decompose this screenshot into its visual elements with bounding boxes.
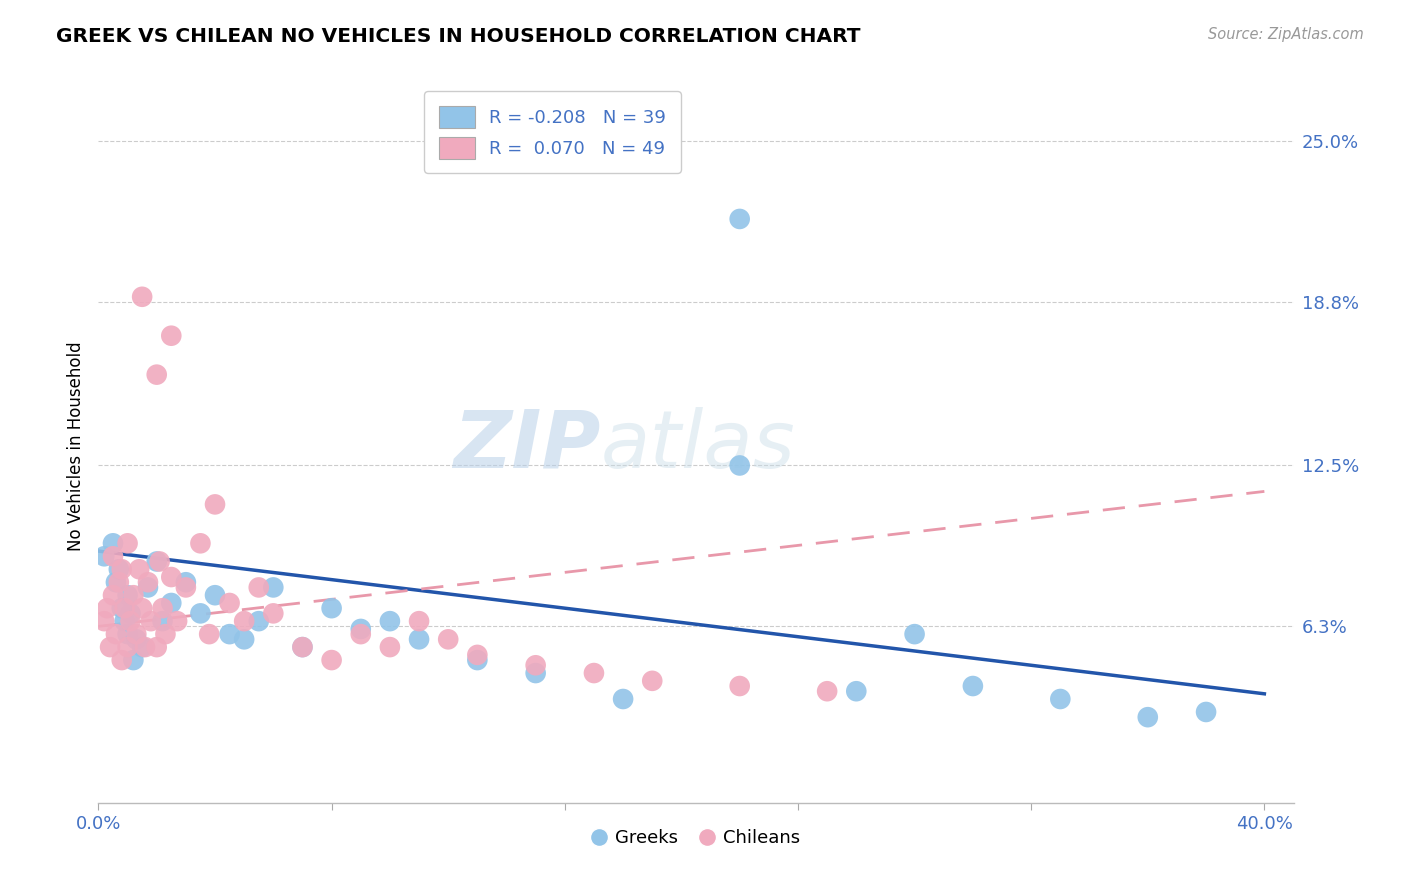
Point: [437, 632, 460, 647]
Point: [114, 614, 136, 628]
Point: [262, 581, 284, 595]
Point: [108, 575, 131, 590]
Point: [233, 632, 256, 647]
Point: [145, 554, 167, 568]
Text: Source: ZipAtlas.com: Source: ZipAtlas.com: [1208, 27, 1364, 42]
Point: [104, 627, 127, 641]
Point: [111, 653, 134, 667]
Point: [408, 632, 430, 647]
Point: [174, 581, 197, 595]
Point: [467, 648, 489, 662]
Point: [728, 211, 751, 226]
Point: [136, 575, 159, 590]
Point: [247, 614, 270, 628]
Point: [408, 614, 430, 628]
Point: [128, 562, 150, 576]
Point: [247, 581, 270, 595]
Point: [321, 601, 343, 615]
Point: [1195, 705, 1218, 719]
Point: [131, 290, 153, 304]
Point: [524, 666, 547, 681]
Point: [160, 328, 183, 343]
Point: [117, 640, 139, 654]
Point: [114, 601, 136, 615]
Point: [98, 640, 121, 654]
Point: [190, 607, 212, 621]
Point: [101, 549, 124, 564]
Point: [122, 588, 145, 602]
Point: [139, 614, 162, 628]
Point: [155, 627, 177, 641]
Point: [101, 536, 124, 550]
Point: [350, 627, 373, 641]
Point: [321, 653, 343, 667]
Text: ZIP: ZIP: [453, 407, 600, 485]
Point: [612, 692, 634, 706]
Point: [104, 575, 127, 590]
Point: [641, 673, 664, 688]
Point: [117, 588, 139, 602]
Point: [145, 640, 167, 654]
Point: [131, 640, 153, 654]
Text: atlas: atlas: [600, 407, 796, 485]
Point: [198, 627, 221, 641]
Point: [233, 614, 256, 628]
Point: [120, 607, 142, 621]
Legend: Greeks, Chileans: Greeks, Chileans: [585, 822, 807, 855]
Point: [467, 653, 489, 667]
Point: [524, 658, 547, 673]
Point: [845, 684, 868, 698]
Point: [1049, 692, 1071, 706]
Point: [903, 627, 925, 641]
Point: [152, 614, 174, 628]
Point: [204, 497, 226, 511]
Point: [117, 536, 139, 550]
Point: [350, 622, 373, 636]
Point: [93, 549, 115, 564]
Point: [962, 679, 984, 693]
Point: [125, 632, 148, 647]
Point: [125, 627, 148, 641]
Point: [218, 596, 240, 610]
Point: [291, 640, 314, 654]
Point: [131, 601, 153, 615]
Point: [111, 562, 134, 576]
Y-axis label: No Vehicles in Household: No Vehicles in Household: [66, 341, 84, 551]
Point: [160, 570, 183, 584]
Point: [145, 368, 167, 382]
Point: [160, 596, 183, 610]
Point: [291, 640, 314, 654]
Point: [136, 581, 159, 595]
Point: [122, 653, 145, 667]
Point: [149, 554, 172, 568]
Point: [190, 536, 212, 550]
Point: [378, 614, 401, 628]
Point: [1136, 710, 1159, 724]
Point: [111, 601, 134, 615]
Text: GREEK VS CHILEAN NO VEHICLES IN HOUSEHOLD CORRELATION CHART: GREEK VS CHILEAN NO VEHICLES IN HOUSEHOL…: [56, 27, 860, 45]
Point: [120, 614, 142, 628]
Point: [101, 588, 124, 602]
Point: [117, 627, 139, 641]
Point: [728, 458, 751, 473]
Point: [262, 607, 284, 621]
Point: [378, 640, 401, 654]
Point: [815, 684, 838, 698]
Point: [174, 575, 197, 590]
Point: [108, 562, 131, 576]
Point: [166, 614, 188, 628]
Point: [728, 679, 751, 693]
Point: [218, 627, 240, 641]
Point: [134, 640, 156, 654]
Point: [152, 601, 174, 615]
Point: [582, 666, 605, 681]
Point: [204, 588, 226, 602]
Point: [93, 614, 115, 628]
Point: [96, 601, 118, 615]
